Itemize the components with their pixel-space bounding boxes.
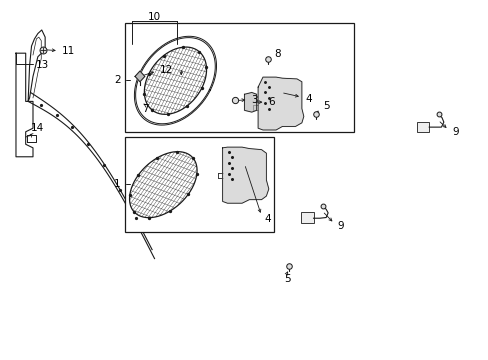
Text: 2: 2 <box>114 75 120 85</box>
Bar <box>125 137 273 232</box>
Text: 7: 7 <box>142 104 149 113</box>
Text: 4: 4 <box>264 213 271 224</box>
Polygon shape <box>244 93 256 112</box>
Bar <box>416 122 428 132</box>
Text: 6: 6 <box>267 97 274 107</box>
Text: 3: 3 <box>251 95 257 105</box>
Text: 4: 4 <box>305 94 311 104</box>
Bar <box>125 23 353 132</box>
Polygon shape <box>135 71 144 82</box>
Text: 8: 8 <box>274 49 281 59</box>
Text: 1: 1 <box>114 179 120 189</box>
Text: 14: 14 <box>31 123 44 133</box>
Text: 9: 9 <box>337 221 344 231</box>
Bar <box>301 212 313 223</box>
Text: 5: 5 <box>284 274 290 284</box>
Text: 11: 11 <box>61 46 75 56</box>
Text: 5: 5 <box>323 101 329 111</box>
Polygon shape <box>222 147 268 203</box>
Text: 13: 13 <box>35 60 49 70</box>
Text: 9: 9 <box>451 127 458 138</box>
Text: 10: 10 <box>148 13 161 22</box>
Text: 12: 12 <box>160 65 173 75</box>
Polygon shape <box>258 77 303 130</box>
